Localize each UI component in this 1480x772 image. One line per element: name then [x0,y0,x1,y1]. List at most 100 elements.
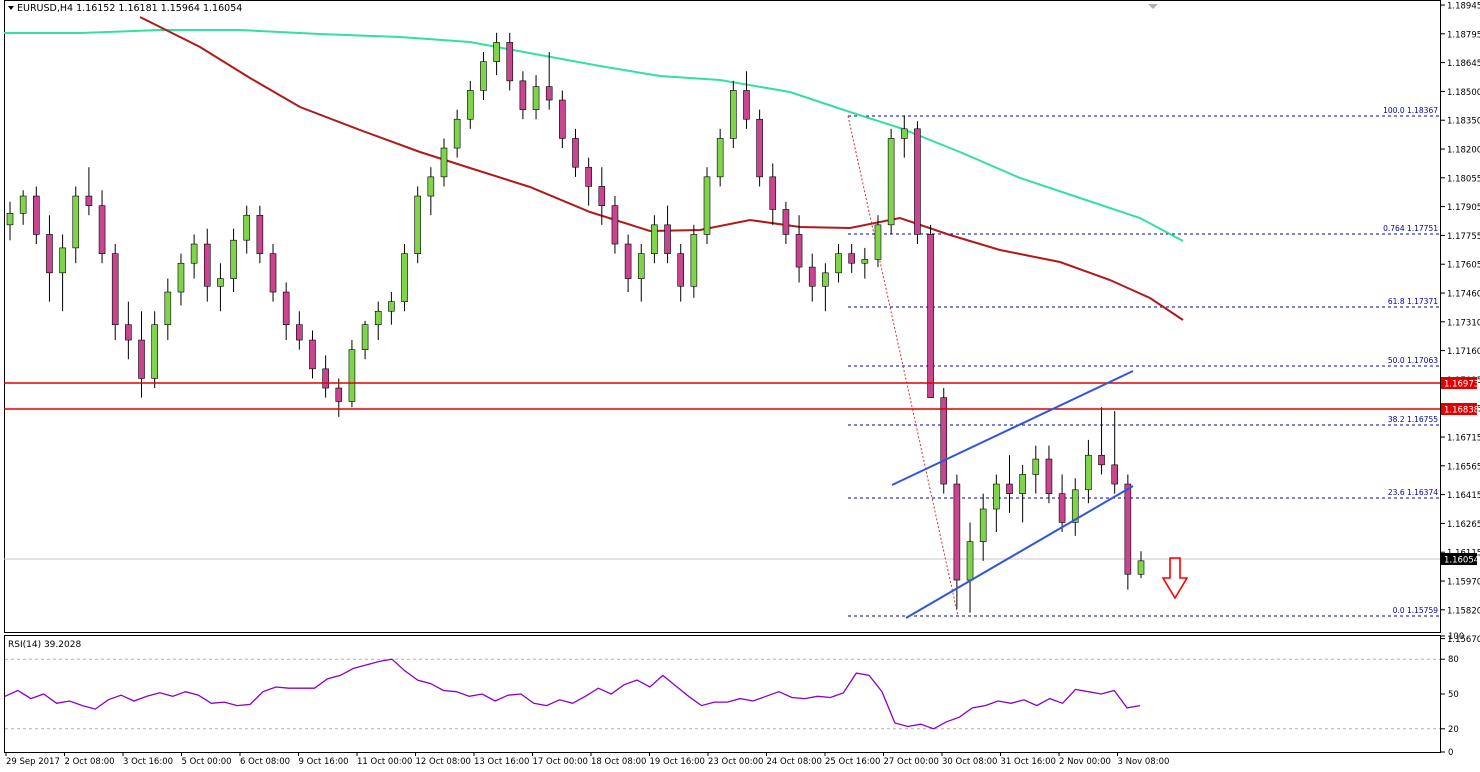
price-label: 1.16565 [1447,462,1480,472]
fib-level-label: 0.0 1.15759 [1393,606,1439,615]
bear-candle [203,243,211,287]
time-label: 3 Nov 08:00 [1118,757,1170,767]
time-label: 11 Oct 00:00 [357,757,412,767]
time-label: 6 Oct 08:00 [240,757,290,767]
bear-candle [1124,483,1132,575]
rsi-axis-label: 50 [1448,690,1459,700]
bull-candle [164,291,172,325]
price-label: 1.18945 [1447,2,1480,12]
bull-candle [690,234,698,287]
fib-level-label: 100.0 1.18367 [1383,106,1438,115]
time-label: 23 Oct 00:00 [708,757,763,767]
bear-candle [559,99,566,139]
bull-candle [966,541,974,581]
channel-lower-line [905,485,1134,619]
ma-slow-line [4,29,1184,242]
time-label: 2 Oct 08:00 [65,757,115,767]
time-label: 5 Oct 00:00 [182,757,232,767]
bear-candle [269,253,277,293]
time-label: 3 Oct 16:00 [123,757,173,767]
bull-candle [230,239,237,279]
fib-diagonal-line [847,115,959,617]
bull-candle [374,310,382,325]
bull-candle [348,349,356,402]
price-label: 1.15820 [1447,606,1480,616]
time-label: 13 Oct 16:00 [474,757,529,767]
time-label: 24 Oct 08:00 [767,757,822,767]
bear-candle [545,86,553,101]
bull-candle [453,118,461,149]
price-label: 1.15970 [1447,578,1480,588]
bull-candle [414,195,421,254]
bear-candle [769,176,777,210]
bear-candle [111,253,119,325]
resistance-1-tag: 1.16973 [1444,380,1479,390]
price-label: 1.18055 [1447,174,1480,184]
bear-candle [677,253,685,287]
time-label: 27 Oct 00:00 [884,757,939,767]
rsi-axis-label: 100 [1448,632,1464,642]
bear-candle [848,253,855,264]
price-label: 1.16715 [1447,434,1480,444]
bear-candle [256,214,264,254]
bull-candle [835,253,842,274]
bull-candle [993,483,1000,510]
price-label: 1.17905 [1447,203,1480,213]
rsi-title: RSI(14) 39.2028 [8,640,81,650]
bull-candle [716,138,724,178]
bull-candle [1071,489,1079,523]
bull-candle [466,90,474,120]
fib-level-label: 0.764 1.17751 [1383,224,1438,233]
bear-candle [85,195,93,206]
bear-candle [1006,483,1013,494]
price-label: 1.17310 [1447,318,1480,328]
fib-level-label: 23.6 1.16374 [1388,488,1438,497]
price-label: 1.18200 [1447,146,1480,156]
bear-candle [927,234,934,398]
bull-candle [427,176,435,197]
price-label: 1.16265 [1447,520,1480,530]
bear-candle [125,324,132,341]
bear-candle [585,166,592,187]
bear-candle [282,291,290,325]
bull-candle [177,262,185,293]
bear-candle [743,90,750,120]
bear-candle [808,266,816,287]
symbol-info: EURUSD,H4 1.16152 1.16181 1.15964 1.1605… [17,3,242,14]
rsi-axis-label: 0 [1448,748,1453,758]
scroll-marker-icon[interactable] [1148,4,1158,9]
rsi-axis-label: 80 [1448,655,1459,665]
bear-candle [1111,464,1118,485]
current-price-tag-bg [1441,553,1477,565]
bear-candle [506,42,514,82]
bull-candle [361,324,369,350]
bear-candle [624,243,632,279]
time-label: 9 Oct 16:00 [299,757,349,767]
price-label: 1.18645 [1447,59,1480,69]
bull-candle [532,86,540,110]
triangle-down-icon[interactable] [8,6,14,10]
bull-candle [388,301,395,312]
ma-fast-line [139,16,1184,321]
price-label: 1.17160 [1447,347,1480,357]
price-label: 1.17605 [1447,261,1480,271]
price-label: 1.18350 [1447,117,1480,127]
bear-candle [46,234,53,274]
time-label: 31 Oct 16:00 [1001,757,1056,767]
bear-candle [309,339,316,370]
bull-candle [637,253,645,279]
rsi-line [4,658,1141,730]
time-label: 12 Oct 08:00 [416,757,471,767]
price-label: 1.17460 [1447,290,1480,300]
bull-candle [401,253,408,302]
bull-candle [440,147,448,178]
bull-candle [822,272,829,287]
price-label: 1.17755 [1447,232,1480,242]
price-label: 1.18795 [1447,30,1480,40]
bull-candle [151,324,158,379]
bull-candle [1137,560,1145,575]
bear-candle [296,324,303,341]
bull-candle [217,278,224,287]
bull-candle [1085,454,1092,491]
